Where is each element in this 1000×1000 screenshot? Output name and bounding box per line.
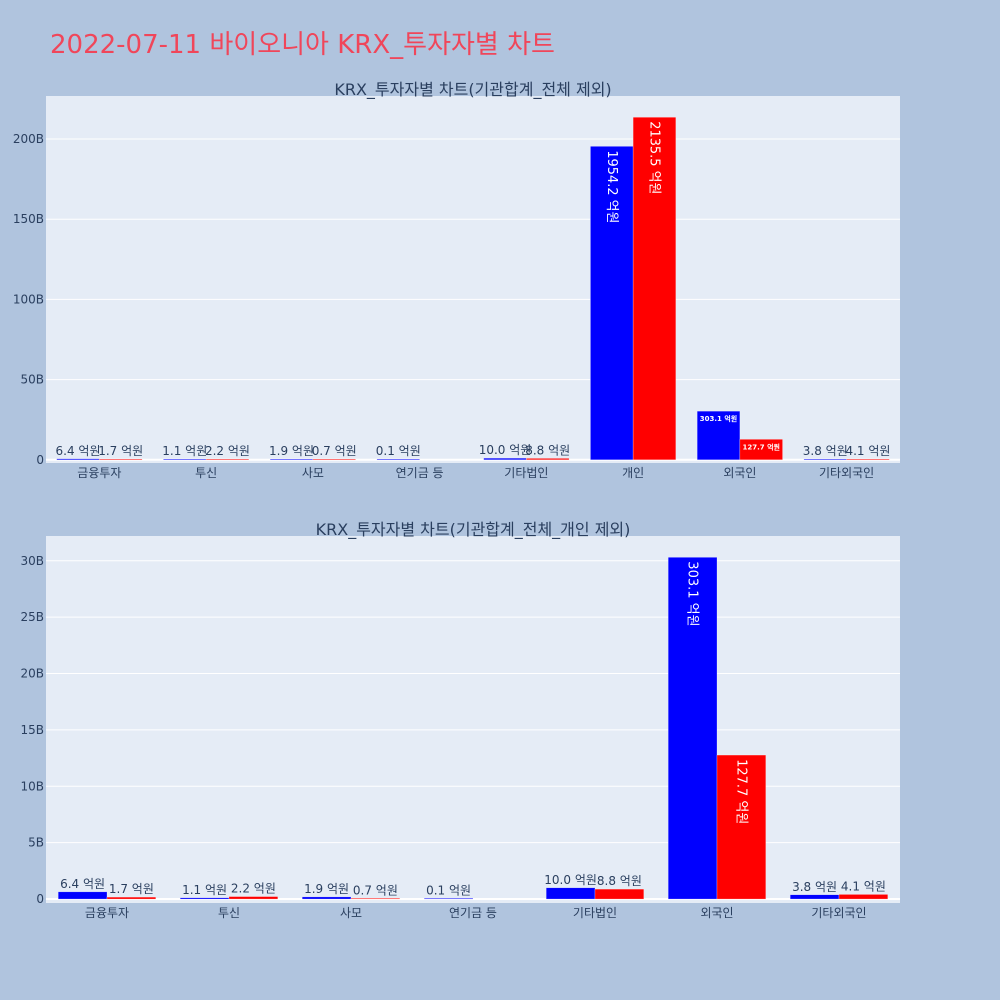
chart-title: KRX_투자자별 차트(기관합계_전체_개인 제외)	[316, 520, 631, 540]
x-tick-label: 투신	[195, 466, 217, 480]
bar-sell	[350, 898, 401, 900]
data-label: 10.0 억원	[479, 443, 532, 457]
bar-buy	[57, 891, 108, 900]
y-tick-label: 25B	[20, 610, 44, 624]
data-label: 0.7 억원	[353, 883, 398, 897]
bar-sell	[739, 439, 783, 461]
y-tick-label: 100B	[13, 292, 44, 306]
x-tick-label: 기타법인	[573, 906, 617, 920]
x-tick-label: 투신	[218, 906, 240, 920]
x-tick-label: 기타법인	[504, 466, 548, 480]
x-tick-label: 사모	[302, 466, 324, 480]
plot-area	[46, 536, 900, 903]
y-tick-label: 50B	[20, 373, 44, 387]
bar-buy	[789, 894, 840, 900]
bar-sell	[526, 458, 570, 461]
bar-sell	[312, 458, 356, 461]
bar-buy	[179, 897, 230, 900]
bar-buy	[590, 146, 634, 461]
data-label: 127.7 억원	[733, 759, 748, 824]
bar-buy	[696, 410, 741, 461]
bar-sell	[838, 894, 889, 900]
data-label: 10.0 억원	[544, 873, 597, 887]
chart-top: KRX_투자자별 차트(기관합계_전체 제외) 0 50B 100B 150B 200B 금…	[13, 80, 900, 480]
data-label: 6.4 억원	[60, 877, 105, 891]
x-tick-label: 개인	[622, 466, 644, 480]
y-tick-label: 15B	[20, 723, 44, 737]
data-label: 2.2 억원	[231, 882, 276, 896]
data-label: 1.9 억원	[304, 882, 349, 896]
data-label: 2135.5 억원	[646, 121, 661, 194]
bar-sell	[106, 896, 157, 900]
data-label: 8.8 억원	[597, 874, 642, 888]
x-tick-label: 연기금 등	[449, 906, 497, 920]
bar-buy	[376, 458, 420, 461]
bar-sell	[205, 458, 250, 461]
data-label: 1.7 억원	[109, 882, 154, 896]
data-label: 0.7 억원	[312, 444, 357, 458]
chart-bottom: KRX_투자자별 차트(기관합계_전체_개인 제외) 0 5B 10B 15B 20B 25…	[20, 520, 900, 920]
data-label: 1.1 억원	[182, 883, 227, 897]
data-label: 127.7 억원	[742, 442, 779, 451]
x-tick-label: 외국인	[723, 466, 756, 480]
data-label: 303.1 억원	[700, 414, 737, 423]
y-tick-label: 0	[36, 453, 44, 467]
data-label: 0.1 억원	[376, 444, 421, 458]
data-label: 3.8 억원	[792, 880, 837, 894]
y-tick-label: 30B	[20, 554, 44, 568]
chart-title: KRX_투자자별 차트(기관합계_전체 제외)	[334, 80, 611, 100]
x-tick-label: 기타외국인	[811, 906, 866, 920]
data-label: 1.9 억원	[269, 444, 314, 458]
bar-sell	[228, 896, 279, 900]
data-label: 8.8 억원	[525, 443, 570, 457]
data-label: 303.1 억원	[685, 561, 700, 626]
data-label: 4.1 억원	[841, 879, 886, 893]
bar-buy	[667, 557, 718, 900]
bar-buy	[301, 896, 352, 900]
x-tick-label: 외국인	[700, 906, 733, 920]
bar-sell	[716, 754, 767, 900]
y-tick-label: 150B	[13, 212, 44, 226]
y-tick-label: 20B	[20, 667, 44, 681]
data-label: 1954.2 억원	[604, 150, 619, 223]
bar-sell	[632, 117, 677, 461]
page-title: 2022-07-11 바이오니아 KRX_투자자별 차트	[50, 30, 555, 60]
y-tick-label: 10B	[20, 779, 44, 793]
y-tick-label: 0	[36, 892, 44, 906]
x-tick-label: 금융투자	[85, 906, 129, 920]
bar-buy	[423, 898, 474, 900]
bar-sell	[846, 458, 890, 461]
x-tick-label: 사모	[340, 906, 362, 920]
data-label: 6.4 억원	[56, 444, 101, 458]
data-label: 1.7 억원	[98, 444, 143, 458]
bar-buy	[545, 887, 596, 900]
data-label: 0.1 억원	[426, 883, 471, 897]
bar-sell	[594, 888, 645, 900]
x-tick-label: 기타외국인	[819, 466, 874, 480]
x-tick-label: 연기금 등	[396, 466, 444, 480]
data-label: 3.8 억원	[803, 444, 848, 458]
plot-area	[46, 96, 900, 463]
bar-sell	[99, 458, 143, 461]
data-label: 4.1 억원	[845, 444, 890, 458]
y-tick-label: 5B	[28, 836, 44, 850]
data-label: 1.1 억원	[162, 444, 207, 458]
data-label: 2.2 억원	[205, 444, 250, 458]
y-tick-label: 200B	[13, 132, 44, 146]
x-tick-label: 금융투자	[77, 466, 121, 480]
